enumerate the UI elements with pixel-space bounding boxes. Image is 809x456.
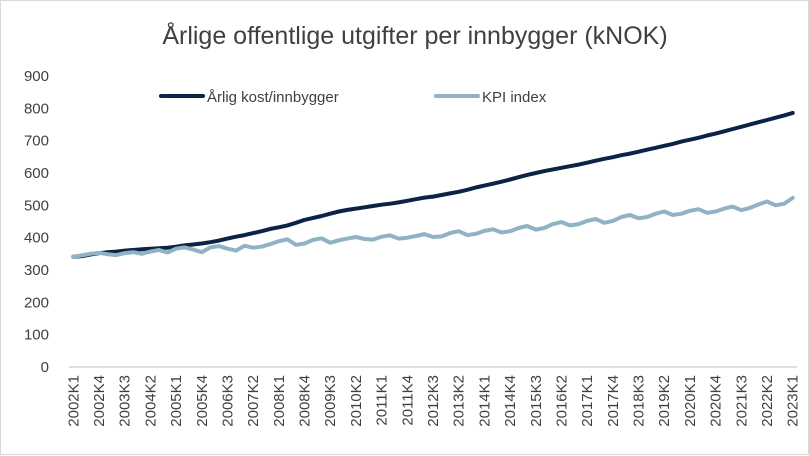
x-tick-label: 2022K2 [759,375,776,427]
y-tick-label: 100 [24,327,49,344]
x-tick-label: 2002K4 [91,375,108,427]
x-tick-label: 2002K1 [65,375,82,427]
x-tick-label: 2013K2 [451,375,468,427]
x-tick-label: 2009K3 [322,375,339,427]
y-tick-label: 500 [24,197,49,214]
x-tick-label: 2005K4 [194,375,211,427]
x-tick-label: 2011K1 [374,375,391,426]
x-tick-label: 2008K4 [297,375,314,427]
series-line-kpi-index [71,195,795,259]
x-tick-label: 2008K1 [271,375,288,427]
y-tick-label: 300 [24,262,49,279]
y-tick-label: 400 [24,230,49,247]
x-tick-label: 2017K1 [579,375,596,427]
y-tick-label: 800 [24,100,49,117]
x-tick-label: 2019K2 [656,375,673,427]
x-tick-label: 2005K1 [168,375,185,427]
y-tick-label: 900 [24,68,49,85]
x-tick-label: 2020K4 [708,375,725,427]
legend-label: Årlig kost/innbygger [207,89,339,106]
x-tick-label: 2014K1 [476,375,493,427]
x-tick-label: 2004K2 [142,375,159,427]
legend-label: KPI index [482,89,547,106]
x-tick-label: 2012K3 [425,375,442,427]
x-tick-label: 2018K3 [631,375,648,427]
y-tick-label: 200 [24,294,49,311]
x-axis-ticks: 2002K1 2002K4 2003K3 2004K2 2005K1 2005K4 2006… [65,375,801,427]
x-tick-label: 2021K3 [733,375,750,427]
x-tick-label: 2010K2 [348,375,365,427]
series-group [71,110,795,259]
x-tick-label: 2003K3 [117,375,134,427]
y-tick-label: 700 [24,133,49,150]
x-tick-label: 2014K4 [502,375,519,427]
series-line-arlig-kost [71,110,795,259]
chart-title: Årlige offentlige utgifter per innbygger… [162,20,667,50]
x-tick-label: 2011K4 [399,375,416,426]
x-tick-label: 2016K2 [553,375,570,427]
y-tick-label: 0 [41,359,49,376]
y-tick-label: 600 [24,165,49,182]
x-tick-label: 2015K3 [528,375,545,427]
legend: Årlig kost/innbygger KPI index [159,89,547,106]
x-tick-label: 2023K1 [785,375,802,427]
y-axis-ticks: 0 100 200 300 400 500 600 700 800 900 [24,68,49,376]
x-tick-label: 2017K4 [605,375,622,427]
x-tick-label: 2020K1 [682,375,699,427]
x-tick-label: 2007K2 [245,375,262,427]
x-tick-label: 2006K3 [219,375,236,427]
